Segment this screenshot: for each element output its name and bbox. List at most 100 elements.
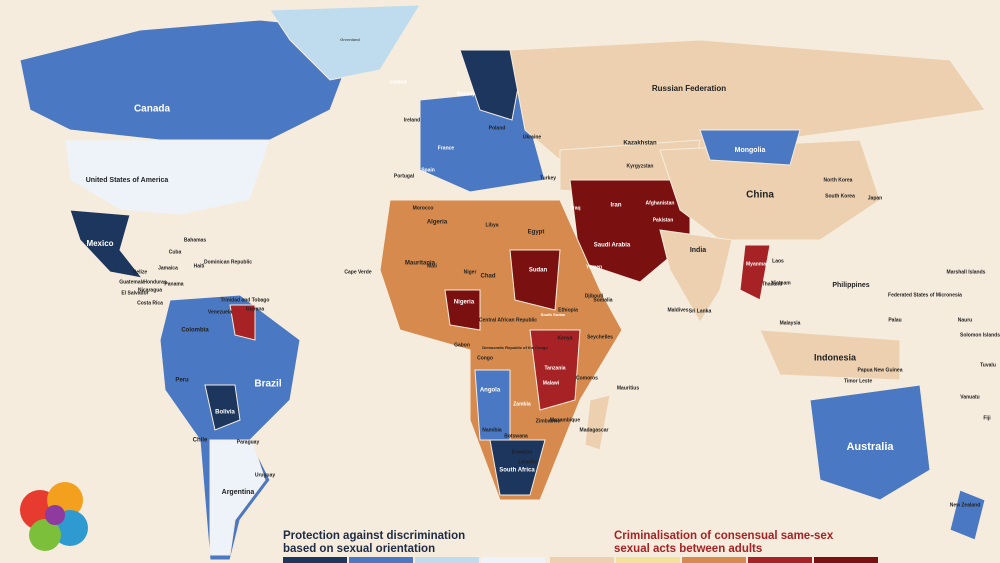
land [699, 129, 801, 166]
country-label: Marshall Islands [947, 269, 986, 275]
logo [20, 482, 88, 551]
country-label: Colombia [181, 328, 209, 334]
country-label: Libya [485, 222, 498, 228]
country-label: Kyrgyzstan [627, 163, 654, 169]
country-label: Central African Republic [479, 317, 537, 323]
land [269, 4, 421, 81]
country-label: Somalia [593, 297, 612, 303]
country-label: Mongolia [735, 147, 766, 154]
legend-bars [283, 557, 878, 563]
country-label: Costa Rica [137, 300, 163, 306]
legend-text: based on sexual orientation [283, 543, 436, 555]
country-label: Guyana [246, 306, 265, 312]
country-label: Morocco [413, 205, 434, 211]
country-label: Tuvalu [980, 362, 996, 368]
legend-swatch [481, 557, 545, 563]
country-label: Brazil [254, 379, 281, 390]
country-label: Cape Verde [344, 269, 371, 275]
country-label: Canada [134, 104, 171, 115]
land [509, 249, 561, 311]
country-label: Bolivia [215, 410, 235, 416]
logo-part [45, 505, 65, 525]
land [64, 139, 271, 216]
country-label: Honduras [143, 279, 167, 285]
country-label: Mauritania [405, 261, 436, 267]
country-label: Argentina [222, 489, 255, 496]
country-label: Papua New Guinea [857, 367, 902, 373]
country-label: Vietnam [771, 280, 791, 286]
country-label: Philippines [832, 282, 869, 289]
country-label: Dominican Republic [204, 259, 252, 265]
country-label: Ireland [404, 117, 420, 123]
country-label: Algeria [427, 220, 448, 226]
country-label: Kenya [557, 335, 572, 341]
country-label: Federated States of Micronesia [888, 292, 962, 298]
country-label: Sudan [529, 268, 548, 274]
logo-part [29, 519, 61, 551]
country-label: Egypt [528, 230, 545, 236]
land [489, 439, 546, 496]
country-label: South Korea [825, 193, 855, 199]
country-label: Mali [427, 263, 437, 269]
country-label: South Sudan [541, 312, 566, 317]
land [659, 139, 881, 241]
country-label: Saudi Arabia [594, 243, 631, 249]
country-label: Kazakhstan [623, 141, 657, 147]
country-label: North Korea [824, 177, 853, 183]
country-label: Nigeria [454, 300, 475, 306]
country-label: Solomon Islands [960, 332, 1000, 338]
country-label: Tanzania [544, 365, 565, 371]
legend-swatch [748, 557, 812, 563]
country-label: Mexico [86, 239, 113, 248]
country-label: Nicaragua [138, 287, 162, 293]
country-label: Palau [888, 317, 901, 323]
land [69, 209, 144, 279]
country-label: Myanmar [746, 261, 768, 267]
legend-swatch [349, 557, 413, 563]
country-label: Ukraine [523, 134, 542, 140]
legend-text: Protection against discrimination [283, 530, 466, 542]
country-label: Gabon [454, 342, 470, 348]
land [739, 244, 771, 301]
country-label: Spain [421, 167, 435, 173]
country-label: Japan [868, 195, 882, 201]
country-label: Madagascar [580, 427, 609, 433]
legend-protection: Protection against discrimination based … [283, 530, 465, 556]
legend-swatch [283, 557, 347, 563]
country-label: Turkey [540, 175, 556, 181]
country-label: Indonesia [814, 352, 857, 362]
country-label: Chad [481, 274, 496, 280]
country-label: Guatemala [119, 279, 145, 285]
country-label: Cuba [169, 249, 182, 255]
legend-swatch [415, 557, 479, 563]
country-label: Djibouti [585, 293, 604, 299]
country-label: Malawi [543, 380, 560, 386]
country-label: Greenland [340, 37, 360, 42]
country-label: Peru [175, 378, 189, 384]
land [949, 489, 986, 541]
land [584, 394, 611, 451]
country-label: Timor Leste [844, 378, 872, 384]
land [159, 294, 301, 561]
country-label: Iceland [389, 79, 406, 85]
land [809, 384, 931, 501]
country-label: Democratic Republic of the Congo [482, 345, 548, 350]
country-label: Niger [464, 269, 477, 275]
country-label: Bahamas [184, 237, 206, 243]
country-label: Panama [164, 281, 183, 287]
legend-swatch [682, 557, 746, 563]
country-label: Comoros [576, 375, 598, 381]
country-label: Vanuatu [960, 394, 979, 400]
country-label: Malaysia [780, 320, 801, 326]
country-label: Eswatini [512, 449, 533, 455]
legend-swatch [550, 557, 614, 563]
country-label: Botswana [504, 433, 528, 439]
country-label: Uruguay [255, 472, 276, 478]
country-label: Iran [610, 203, 621, 209]
land [379, 199, 623, 501]
land [529, 329, 581, 411]
country-label: China [746, 190, 774, 201]
land [509, 39, 986, 161]
country-label: Sri Lanka [689, 308, 712, 314]
